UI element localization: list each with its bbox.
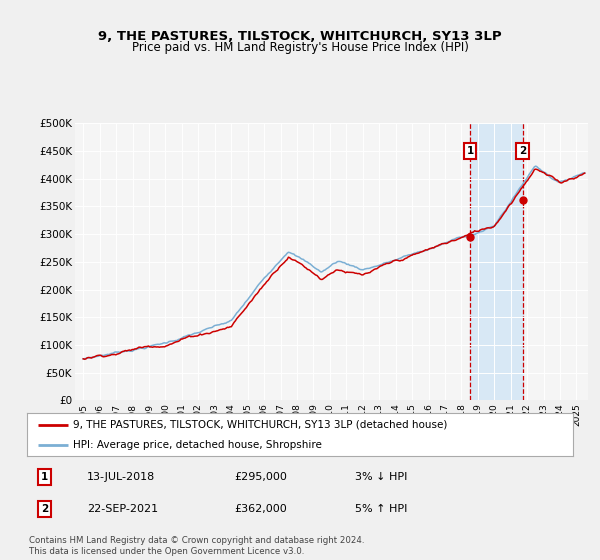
Text: 3% ↓ HPI: 3% ↓ HPI (355, 472, 407, 482)
Text: Contains HM Land Registry data © Crown copyright and database right 2024.
This d: Contains HM Land Registry data © Crown c… (29, 536, 364, 556)
Text: 2: 2 (41, 504, 48, 514)
Text: HPI: Average price, detached house, Shropshire: HPI: Average price, detached house, Shro… (73, 441, 322, 450)
Text: 13-JUL-2018: 13-JUL-2018 (87, 472, 155, 482)
Text: Price paid vs. HM Land Registry's House Price Index (HPI): Price paid vs. HM Land Registry's House … (131, 41, 469, 54)
Text: 1: 1 (41, 472, 48, 482)
Text: 2: 2 (519, 146, 526, 156)
Text: 9, THE PASTURES, TILSTOCK, WHITCHURCH, SY13 3LP (detached house): 9, THE PASTURES, TILSTOCK, WHITCHURCH, S… (73, 420, 448, 430)
Text: £362,000: £362,000 (235, 504, 287, 514)
Text: 1: 1 (466, 146, 474, 156)
Text: 9, THE PASTURES, TILSTOCK, WHITCHURCH, SY13 3LP: 9, THE PASTURES, TILSTOCK, WHITCHURCH, S… (98, 30, 502, 43)
Text: £295,000: £295,000 (235, 472, 287, 482)
Bar (470, 123, 523, 400)
Text: 22-SEP-2021: 22-SEP-2021 (87, 504, 158, 514)
Text: 5% ↑ HPI: 5% ↑ HPI (355, 504, 407, 514)
